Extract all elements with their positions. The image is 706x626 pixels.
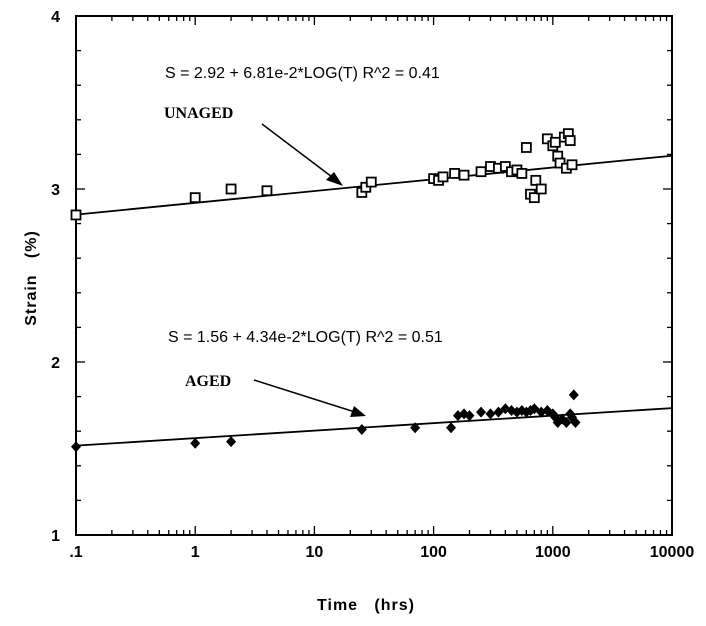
aged-equation: S = 1.56 + 4.34e-2*LOG(T) R^2 = 0.51 bbox=[168, 329, 443, 346]
fit-lines bbox=[76, 156, 672, 446]
unaged-arrow bbox=[262, 124, 336, 180]
unaged-point bbox=[537, 185, 546, 194]
x-tick-label: 100 bbox=[420, 544, 447, 561]
unaged-point bbox=[477, 167, 486, 176]
unaged-point bbox=[460, 171, 469, 180]
y-tick-label: 2 bbox=[51, 355, 60, 372]
aged-point bbox=[569, 389, 579, 400]
aged-point bbox=[357, 424, 367, 435]
unaged-point bbox=[531, 176, 540, 185]
unaged-point bbox=[191, 193, 200, 202]
axis-ticks bbox=[76, 16, 672, 535]
aged-fit-line bbox=[76, 408, 672, 446]
y-tick-label: 1 bbox=[51, 528, 60, 545]
unaged-point bbox=[450, 169, 459, 178]
plot-border bbox=[76, 16, 672, 535]
x-tick-label: 1 bbox=[191, 544, 200, 561]
x-tick-label: 10 bbox=[306, 544, 324, 561]
aged-point bbox=[446, 422, 456, 433]
unaged-point bbox=[568, 160, 577, 169]
plot-frame bbox=[76, 16, 672, 535]
unaged-point bbox=[72, 210, 81, 219]
unaged-label: UNAGED bbox=[164, 105, 233, 122]
aged-point bbox=[485, 408, 495, 419]
x-axis-label: Time (hrs) bbox=[317, 597, 415, 614]
aged-arrow bbox=[254, 380, 358, 413]
unaged-point bbox=[566, 136, 575, 145]
unaged-point bbox=[522, 143, 531, 152]
x-tick-label: .1 bbox=[69, 544, 82, 561]
aged-points bbox=[71, 389, 580, 452]
y-tick-label: 4 bbox=[51, 9, 60, 26]
unaged-point bbox=[367, 178, 376, 187]
unaged-point bbox=[439, 172, 448, 181]
unaged-point bbox=[530, 193, 539, 202]
unaged-point bbox=[551, 138, 560, 147]
x-tick-label: 1000 bbox=[535, 544, 571, 561]
tick-labels: .1 1 10 100 1000 10000 1 2 3 4 bbox=[51, 9, 694, 561]
unaged-point bbox=[517, 169, 526, 178]
aged-arrowhead bbox=[350, 406, 366, 417]
y-axis-label: Strain (%) bbox=[23, 230, 40, 326]
aged-point bbox=[226, 436, 236, 447]
aged-label: AGED bbox=[185, 373, 231, 390]
x-tick-label: 10000 bbox=[650, 544, 695, 561]
unaged-points bbox=[72, 129, 577, 219]
aged-point bbox=[190, 438, 200, 449]
aged-point bbox=[476, 407, 486, 418]
y-tick-label: 3 bbox=[51, 182, 60, 199]
unaged-point bbox=[262, 186, 271, 195]
unaged-point bbox=[227, 185, 236, 194]
unaged-equation: S = 2.92 + 6.81e-2*LOG(T) R^2 = 0.41 bbox=[165, 65, 440, 82]
aged-point bbox=[71, 441, 81, 452]
